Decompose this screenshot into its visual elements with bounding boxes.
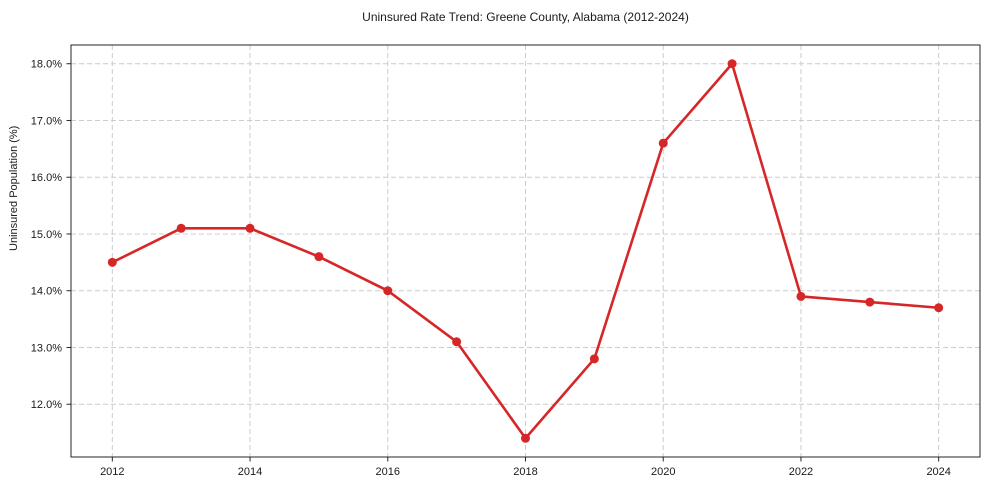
- x-tick-label: 2016: [376, 466, 400, 478]
- data-point: [314, 252, 324, 262]
- data-point: [107, 257, 117, 267]
- y-tick-label: 13.0%: [31, 342, 62, 354]
- axis-layer: 12.0% 13.0% 14.0% 15.0% 16.0% 17.0% 18.0% 2012 2…: [31, 44, 981, 478]
- data-point: [452, 337, 462, 347]
- x-tick-label: 2014: [238, 466, 262, 478]
- data-point: [383, 286, 393, 296]
- y-tick-label: 14.0%: [31, 286, 62, 298]
- data-point: [865, 297, 875, 307]
- x-tick-label: 2022: [789, 466, 813, 478]
- chart-title: Uninsured Rate Trend: Greene County, Ala…: [362, 10, 689, 24]
- data-point: [176, 223, 186, 233]
- y-tick-label: 16.0%: [31, 172, 62, 184]
- data-point: [245, 223, 255, 233]
- data-point: [658, 138, 668, 148]
- x-tick-label: 2024: [926, 466, 950, 478]
- data-point: [727, 59, 737, 69]
- y-tick-label: 12.0%: [31, 399, 62, 411]
- data-point: [934, 303, 944, 313]
- data-point: [521, 433, 530, 443]
- y-tick-label: 18.0%: [31, 59, 62, 71]
- plot-border: [70, 44, 981, 458]
- y-tick-label: 17.0%: [31, 115, 62, 127]
- grid-layer: [71, 45, 980, 457]
- data-point: [589, 354, 599, 364]
- x-tick-label: 2012: [100, 466, 124, 478]
- x-tick-label: 2018: [513, 466, 537, 478]
- y-tick-label: 15.0%: [31, 229, 62, 241]
- x-tick-label: 2020: [651, 466, 675, 478]
- data-point: [796, 291, 806, 301]
- series-layer: [107, 59, 944, 443]
